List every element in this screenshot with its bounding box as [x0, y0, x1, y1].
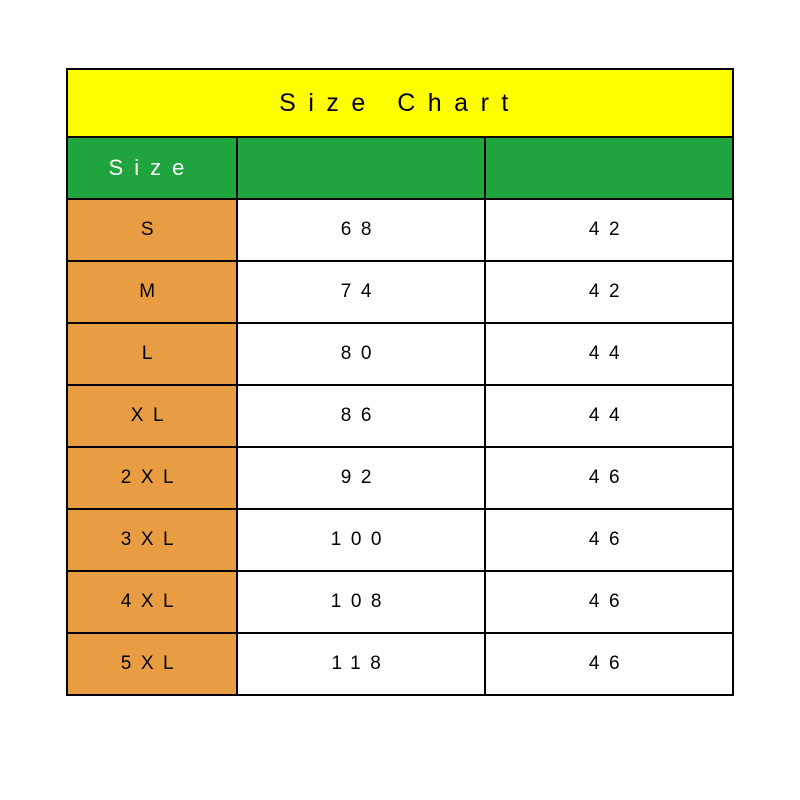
data-cell: 100 [237, 509, 485, 571]
data-cell: 108 [237, 571, 485, 633]
data-cell: 118 [237, 633, 485, 695]
table-row: M 74 42 [67, 261, 733, 323]
data-cell: 42 [485, 261, 733, 323]
header-row: Size [67, 137, 733, 199]
table-row: 4XL 108 46 [67, 571, 733, 633]
title-row: Size Chart [67, 69, 733, 137]
data-cell: 44 [485, 323, 733, 385]
size-cell: 5XL [67, 633, 237, 695]
data-cell: 46 [485, 571, 733, 633]
table-row: S 68 42 [67, 199, 733, 261]
chart-title: Size Chart [67, 69, 733, 137]
data-cell: 80 [237, 323, 485, 385]
size-cell: 2XL [67, 447, 237, 509]
size-cell: 4XL [67, 571, 237, 633]
data-cell: 44 [485, 385, 733, 447]
data-cell: 46 [485, 509, 733, 571]
header-col-b [485, 137, 733, 199]
table-row: 5XL 118 46 [67, 633, 733, 695]
data-cell: 68 [237, 199, 485, 261]
header-col-a [237, 137, 485, 199]
table-row: L 80 44 [67, 323, 733, 385]
table-row: XL 86 44 [67, 385, 733, 447]
data-cell: 42 [485, 199, 733, 261]
table-row: 2XL 92 46 [67, 447, 733, 509]
size-chart-table: Size Chart Size S 68 42 M 74 42 L 80 44 … [66, 68, 734, 696]
size-cell: S [67, 199, 237, 261]
data-cell: 74 [237, 261, 485, 323]
table-row: 3XL 100 46 [67, 509, 733, 571]
size-cell: XL [67, 385, 237, 447]
size-cell: M [67, 261, 237, 323]
data-cell: 86 [237, 385, 485, 447]
header-size: Size [67, 137, 237, 199]
data-cell: 92 [237, 447, 485, 509]
size-cell: L [67, 323, 237, 385]
size-cell: 3XL [67, 509, 237, 571]
data-cell: 46 [485, 447, 733, 509]
data-cell: 46 [485, 633, 733, 695]
